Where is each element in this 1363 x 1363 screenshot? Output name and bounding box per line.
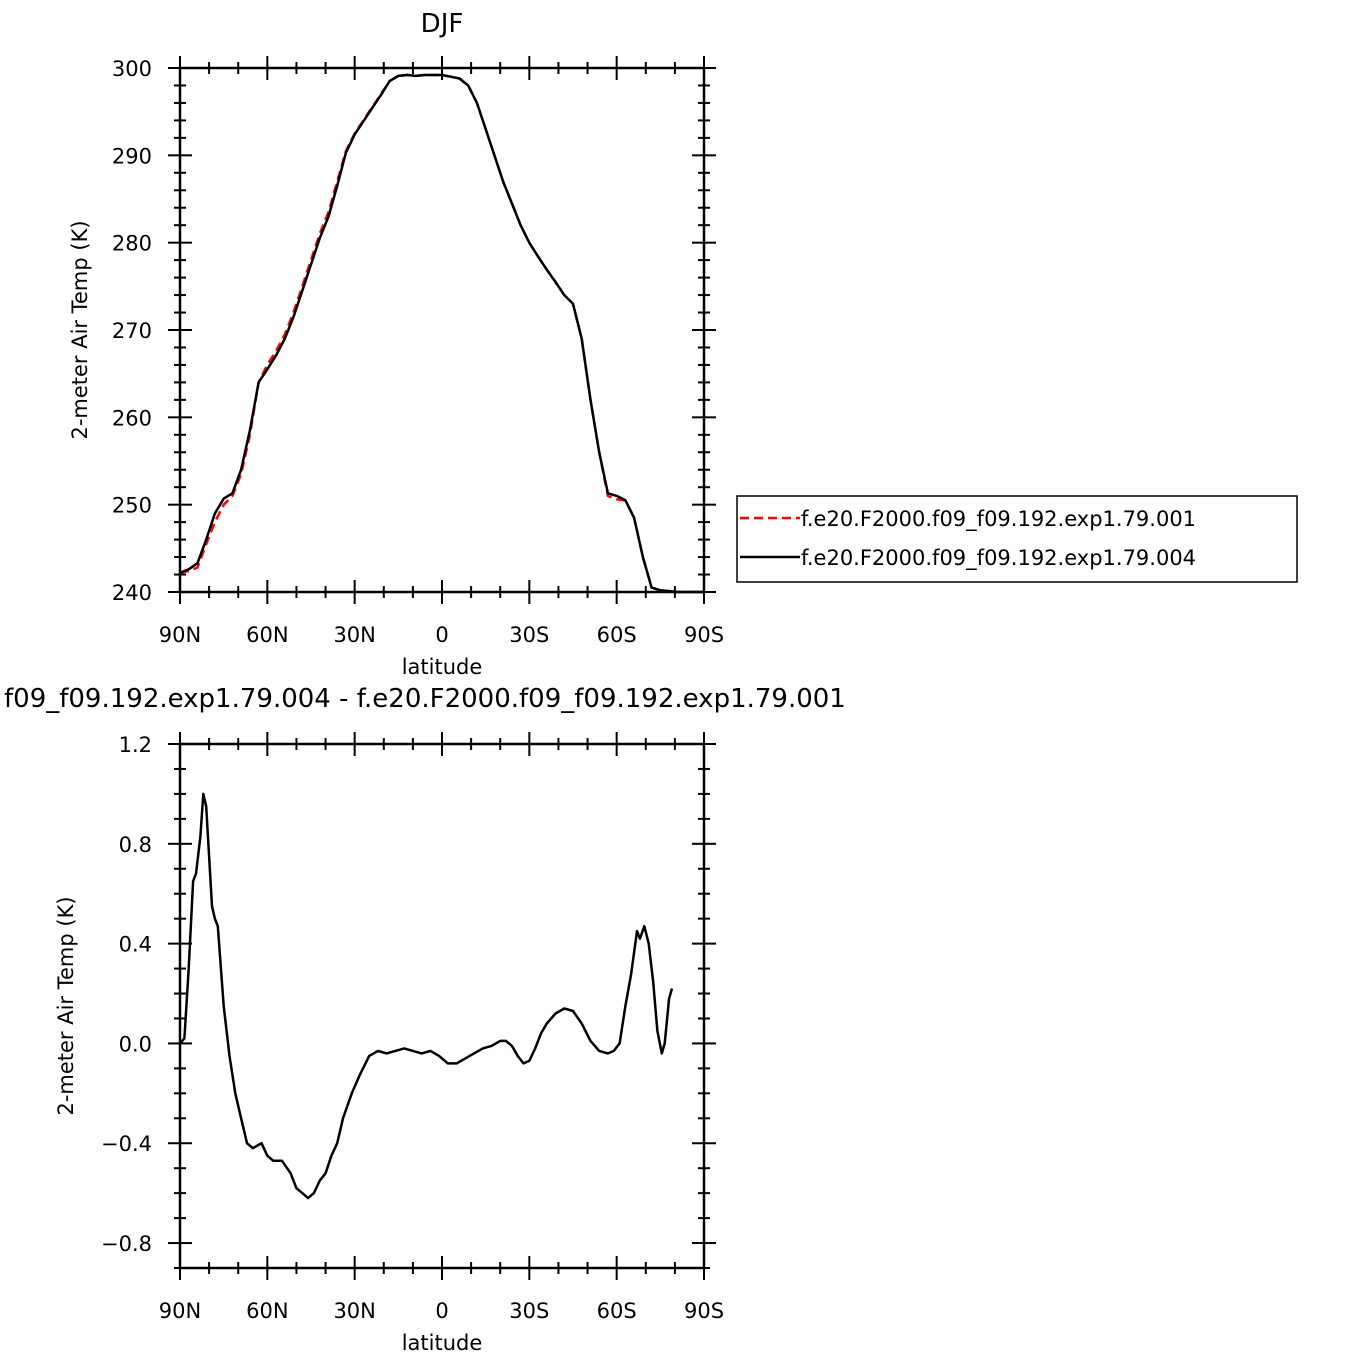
x-tick-label: 0 — [435, 623, 448, 647]
legend-box — [736, 495, 1298, 583]
x-axis-label: latitude — [402, 655, 483, 679]
y-tick-label: 0.0 — [119, 1032, 152, 1056]
axis-ticks: 90N 60N 30N 0 30S 60S 90S 240 250 260 270 280 290 300 — [112, 56, 724, 647]
chart-title: f09_f09.192.exp1.79.004 - f.e20.F2000.f0… — [4, 684, 846, 714]
series-lines — [179, 792, 674, 1200]
x-tick-label: 90S — [684, 623, 724, 647]
y-tick-label: 0.4 — [119, 933, 152, 957]
x-tick-label: 60N — [246, 623, 288, 647]
top-chart: DJF 90N 60N 30N 0 30S 60S 90S 240 250 260 270 280 29… — [68, 9, 1298, 679]
y-tick-label: −0.8 — [101, 1232, 152, 1256]
x-tick-label: 60S — [597, 1299, 637, 1323]
y-tick-label: 240 — [112, 581, 152, 605]
x-tick-label: 60N — [246, 1299, 288, 1323]
x-tick-label: 30S — [509, 623, 549, 647]
y-tick-label: 0.8 — [119, 833, 152, 857]
y-tick-label: 290 — [112, 144, 152, 168]
x-tick-label: 30S — [509, 1299, 549, 1323]
y-tick-label: 280 — [112, 232, 152, 256]
x-tick-label: 0 — [435, 1299, 448, 1323]
chart-title: DJF — [421, 9, 464, 39]
y-tick-label: 300 — [112, 57, 152, 81]
y-axis-label: 2-meter Air Temp (K) — [54, 896, 78, 1115]
x-tick-label: 90S — [684, 1299, 724, 1323]
series-line-2 — [179, 73, 704, 594]
legend-label-004: f.e20.F2000.f09_f09.192.exp1.79.004 — [801, 546, 1196, 571]
legend-label-001: f.e20.F2000.f09_f09.192.exp1.79.001 — [801, 507, 1196, 532]
x-tick-label: 30N — [333, 623, 375, 647]
series-lines — [179, 73, 704, 594]
bottom-chart: f09_f09.192.exp1.79.004 - f.e20.F2000.f0… — [4, 684, 846, 1355]
y-tick-label: 1.2 — [119, 733, 152, 757]
legend: f.e20.F2000.f09_f09.192.exp1.79.001 f.e2… — [736, 495, 1298, 583]
x-tick-label: 60S — [597, 623, 637, 647]
y-tick-label: −0.4 — [101, 1132, 152, 1156]
y-tick-label: 260 — [112, 406, 152, 430]
x-tick-label: 30N — [333, 1299, 375, 1323]
x-tick-label: 90N — [159, 623, 201, 647]
x-tick-label: 90N — [159, 1299, 201, 1323]
y-tick-label: 270 — [112, 319, 152, 343]
axis-ticks: 90N 60N 30N 0 30S 60S 90S −0.8 −0.4 0.0 0.4 0.8 1.2 — [101, 732, 724, 1323]
y-tick-label: 250 — [112, 494, 152, 518]
y-axis-label: 2-meter Air Temp (K) — [68, 220, 92, 439]
x-axis-label: latitude — [402, 1331, 483, 1355]
series-line-1 — [179, 792, 674, 1200]
series-line-1 — [179, 73, 704, 594]
